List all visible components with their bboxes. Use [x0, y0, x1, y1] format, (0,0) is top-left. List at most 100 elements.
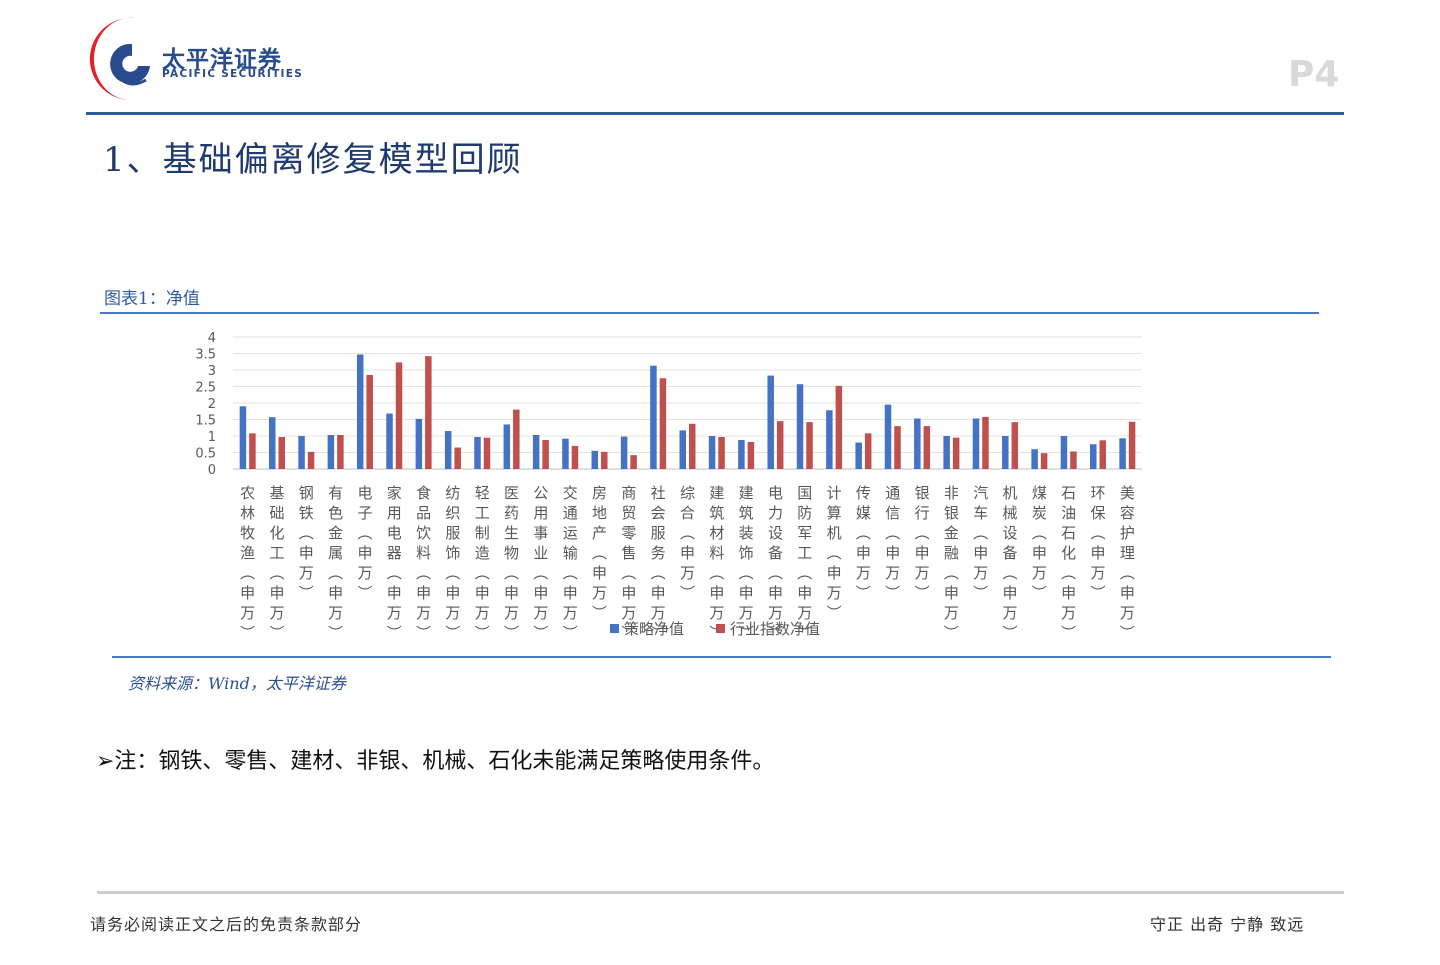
- bar-strategy-net-value: [415, 418, 423, 469]
- bar-strategy-net-value: [562, 438, 569, 469]
- bar-industry-index-net-value: [1099, 440, 1107, 469]
- bar-strategy-net-value: [1002, 436, 1009, 469]
- x-category-label: 电子︵申万︶: [357, 484, 372, 602]
- bar-industry-index-net-value: [454, 447, 461, 469]
- bar-industry-index-net-value: [982, 416, 989, 469]
- strategy-note: ➢注：钢铁、零售、建材、非银、机械、石化未能满足策略使用条件。: [96, 749, 775, 774]
- bar-strategy-net-value: [1090, 444, 1097, 469]
- bar-industry-index-net-value: [1040, 453, 1048, 469]
- x-category-label: 石油石化︵申万︶: [1061, 484, 1076, 642]
- x-category-label: 纺织服饰︵申万︶: [445, 484, 460, 642]
- y-tick-label: 3: [208, 364, 216, 379]
- bar-strategy-net-value: [503, 424, 511, 469]
- x-category-label: 医药生物︵申万︶: [504, 484, 519, 642]
- bar-industry-index-net-value: [513, 409, 520, 469]
- bar-industry-index-net-value: [307, 451, 315, 469]
- bar-strategy-net-value: [620, 436, 628, 469]
- bar-strategy-net-value: [796, 384, 804, 469]
- x-category-label: 建筑材料︵申万︶: [709, 484, 724, 642]
- bar-industry-index-net-value: [425, 356, 432, 469]
- source-divider: [112, 656, 1331, 658]
- bar-strategy-net-value: [855, 442, 862, 469]
- x-axis-categories: 农林牧渔︵申万︶ 基础化工︵申万︶ 钢铁︵申万︶ 有色金属︵申万︶ 电子︵申万︶ 家用电器…: [240, 484, 1135, 642]
- y-axis-ticks: 00.5 11.5 22.5 33.5 4: [195, 331, 216, 478]
- bar-industry-index-net-value: [659, 378, 667, 469]
- bar-strategy-net-value: [591, 450, 599, 469]
- bar-strategy-net-value: [826, 410, 833, 469]
- bar-industry-index-net-value: [366, 374, 373, 469]
- bar-industry-index-net-value: [1011, 422, 1019, 469]
- bar-strategy-net-value: [532, 435, 540, 469]
- bar-industry-index-net-value: [718, 436, 725, 469]
- bar-strategy-net-value: [1119, 438, 1126, 469]
- x-category-label: 综合︵申万︶: [680, 484, 695, 602]
- x-category-label: 传媒︵申万︶: [856, 484, 871, 602]
- x-category-label: 国防军工︵申万︶: [797, 484, 812, 642]
- section-title: 1、基础偏离修复模型回顾: [103, 140, 523, 180]
- bar-strategy-net-value: [474, 436, 481, 469]
- x-category-label: 基础化工︵申万︶: [269, 484, 284, 642]
- legend: 策略净值 行业指数净值: [610, 620, 820, 638]
- bar-strategy-net-value: [1060, 436, 1068, 469]
- bar-industry-index-net-value: [483, 437, 491, 469]
- y-tick-label: 0.5: [195, 447, 216, 462]
- bar-strategy-net-value: [268, 417, 276, 469]
- bar-strategy-net-value: [650, 365, 657, 469]
- x-category-label: 交通运输︵申万︶: [563, 484, 578, 642]
- bar-strategy-net-value: [738, 439, 745, 469]
- x-category-label: 建筑装饰︵申万︶: [739, 484, 754, 642]
- bar-strategy-net-value: [708, 436, 716, 469]
- net-value-bar-chart: 00.5 11.5 22.5 33.5 4 农林牧渔︵申万︶ 基础化工︵申万︶ 钢铁︵申万︶…: [195, 331, 1142, 642]
- x-category-label: 计算机︵申万︶: [827, 484, 842, 622]
- bar-strategy-net-value: [943, 436, 950, 469]
- bar-industry-index-net-value: [806, 422, 813, 469]
- legend-swatch: [716, 624, 725, 633]
- bar-industry-index-net-value: [776, 421, 784, 469]
- bar-industry-index-net-value: [747, 441, 755, 469]
- x-category-label: 有色金属︵申万︶: [328, 484, 343, 642]
- footer-divider: [97, 891, 1344, 894]
- x-category-label: 银行︵申万︶: [915, 484, 930, 602]
- x-category-label: 汽车︵申万︶: [973, 484, 988, 602]
- bar-strategy-net-value: [386, 413, 393, 469]
- bar-strategy-net-value: [679, 430, 686, 469]
- bar-industry-index-net-value: [249, 433, 256, 469]
- y-tick-label: 3.5: [195, 348, 216, 363]
- bar-industry-index-net-value: [571, 445, 579, 469]
- bar-industry-index-net-value: [337, 435, 344, 469]
- header-divider: [86, 112, 1344, 115]
- bar-strategy-net-value: [356, 354, 364, 469]
- pacific-securities-logo: [89, 17, 158, 101]
- bar-industry-index-net-value: [630, 455, 637, 469]
- y-tick-label: 2.5: [195, 381, 216, 396]
- legend-label: 行业指数净值: [730, 620, 820, 638]
- bar-industry-index-net-value: [278, 436, 285, 469]
- y-tick-label: 1.5: [195, 414, 216, 429]
- bar-industry-index-net-value: [835, 385, 843, 469]
- y-tick-label: 1: [208, 430, 216, 445]
- x-category-label: 机械设备︵申万︶: [1003, 484, 1018, 642]
- brand-name-cn: 太平洋证券: [162, 47, 282, 73]
- legend-swatch: [610, 624, 619, 633]
- bar-strategy-net-value: [298, 436, 305, 469]
- y-tick-label: 4: [208, 331, 216, 346]
- x-category-label: 轻工制造︵申万︶: [475, 484, 490, 642]
- footer-motto: 守正 出奇 宁静 致远: [1150, 915, 1305, 934]
- bar-industry-index-net-value: [395, 362, 403, 469]
- x-category-label: 电力设备︵申万︶: [768, 484, 783, 642]
- bar-industry-index-net-value: [689, 423, 696, 469]
- x-category-label: 通信︵申万︶: [885, 484, 900, 602]
- bar-industry-index-net-value: [952, 437, 960, 469]
- x-category-label: 钢铁︵申万︶: [299, 484, 314, 602]
- figure-caption: 图表1：净值: [104, 289, 200, 309]
- x-category-label: 煤炭︵申万︶: [1032, 484, 1047, 602]
- bars: [239, 354, 1136, 469]
- bar-industry-index-net-value: [601, 451, 608, 469]
- source-note: 资料来源：Wind，太平洋证券: [128, 674, 346, 693]
- bar-strategy-net-value: [327, 435, 335, 469]
- x-category-label: 商贸零售︵申万︶: [621, 484, 636, 642]
- bar-strategy-net-value: [1031, 449, 1038, 469]
- x-category-label: 环保︵申万︶: [1091, 484, 1106, 602]
- grid-lines: [233, 336, 1142, 470]
- bar-strategy-net-value: [767, 375, 774, 469]
